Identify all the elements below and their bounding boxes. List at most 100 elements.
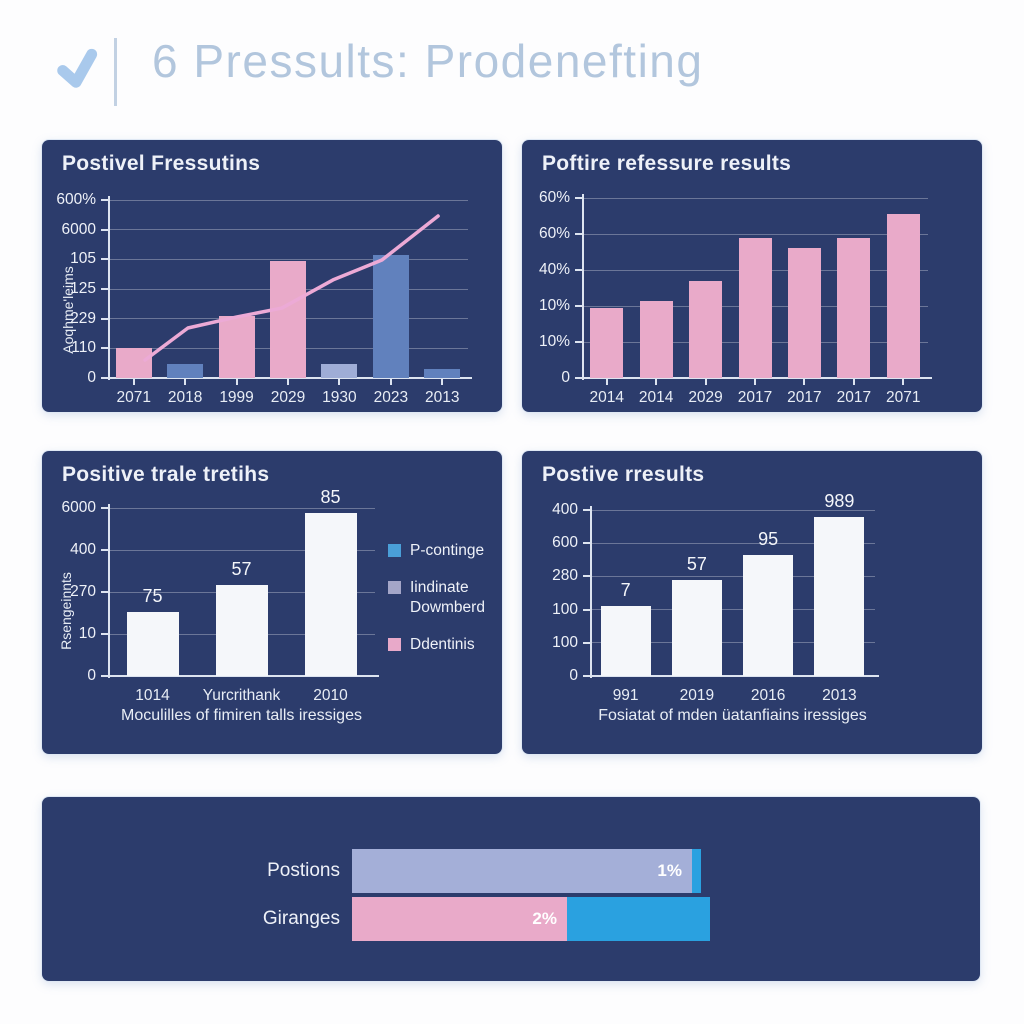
page-title: 6 Pressults: Prodenefting (152, 35, 704, 87)
legend-swatch (388, 638, 401, 652)
y-tick-mark (101, 549, 108, 551)
x-axis-line (580, 377, 932, 379)
panel-horizontal-bars: Postions 1% Giranges 2% (42, 797, 980, 981)
hbar-segment (692, 849, 701, 893)
legend-swatch (388, 544, 401, 557)
y-tick-mark (101, 258, 108, 261)
bar (167, 364, 204, 378)
legend-item: Ddentinis (388, 635, 506, 655)
y-tick-mark (583, 575, 590, 578)
x-tick-label: 2071 (886, 389, 921, 406)
x-tick-mark (441, 378, 444, 385)
x-tick-mark (754, 378, 756, 385)
y-tick-mark (101, 633, 108, 635)
bar-value-label: 95 (758, 529, 779, 549)
bar-value-label: 57 (231, 559, 252, 579)
hbar-segment (567, 897, 710, 941)
y-tick-mark (101, 377, 108, 379)
header-divider (114, 38, 117, 106)
bar (126, 612, 179, 676)
x-tick-label: 2023 (373, 389, 409, 406)
x-tick-mark (704, 378, 707, 385)
x-tick-label: 2013 (822, 687, 857, 704)
chart-title: Positive trale tretihs (62, 463, 270, 486)
x-tick-label: 2013 (425, 389, 460, 406)
y-tick-label: 0 (87, 667, 96, 684)
bar (689, 281, 723, 378)
panel-combo-chart: Postivel Fressutins Aoqhme'leims 600% 600… (42, 140, 502, 412)
hbar-row-label: Giranges (262, 908, 340, 929)
bar (115, 348, 152, 378)
y-tick-label: 6000 (61, 220, 96, 238)
bar (787, 248, 821, 378)
bar (671, 580, 722, 676)
x-tick-label: 2017 (737, 389, 773, 406)
y-axis-line (590, 506, 592, 678)
panel-bar-chart-pink: Poftire refessure results 60% 60% 40% 10% 10… (522, 140, 982, 412)
y-tick-label: 600 (552, 534, 578, 552)
y-tick-label: 100 (552, 633, 578, 651)
x-tick-mark (902, 378, 905, 385)
y-tick-label: 125 (70, 280, 96, 297)
chart-title: Postive rresults (542, 463, 705, 486)
bar (837, 238, 871, 378)
x-tick-label: 2014 (638, 389, 674, 406)
bar (218, 316, 255, 378)
y-tick-label: 105 (70, 250, 96, 268)
legend-item: Iindinate Dowmberd (388, 578, 506, 618)
bar (304, 513, 357, 676)
y-axis-line (108, 196, 110, 380)
hbar-segment (352, 897, 567, 941)
legend-label: Ddentinis (410, 636, 475, 654)
bar (372, 255, 409, 378)
gridline (590, 642, 875, 644)
x-tick-mark (235, 378, 238, 385)
x-tick-mark (132, 378, 135, 385)
bar (738, 238, 772, 378)
y-tick-label: 600% (56, 191, 96, 208)
y-tick-label: 10 (78, 625, 96, 642)
y-tick-mark (101, 317, 108, 320)
x-tick-mark (655, 378, 658, 385)
x-tick-label: Yurcrithank (202, 687, 281, 704)
gridline (108, 229, 468, 231)
x-tick-label: 2029 (270, 389, 306, 406)
x-tick-mark (184, 378, 187, 385)
x-axis-caption: Moculilles of fimiren talls iressiges (121, 707, 362, 724)
y-tick-mark (583, 608, 590, 611)
y-tick-label: 10% (538, 333, 570, 350)
x-tick-label: 1930 (322, 389, 357, 406)
y-axis-line (582, 194, 584, 380)
y-tick-mark (101, 591, 108, 593)
bar-value-label: 57 (686, 554, 707, 574)
y-tick-label: 110 (71, 339, 96, 357)
bar (600, 606, 651, 676)
gridline (108, 199, 468, 201)
x-tick-label: 2018 (167, 389, 203, 406)
y-tick-mark (583, 542, 590, 545)
gridline (108, 507, 375, 509)
bar-value-label: 989 (824, 491, 855, 511)
y-tick-label: 40% (538, 261, 570, 278)
y-tick-label: 60% (538, 225, 570, 242)
chart-legend: P-continge Iindinate Dowmberd Ddentinis (388, 541, 506, 656)
y-tick-label: 0 (569, 667, 578, 684)
legend-label: P-continge (410, 542, 485, 559)
gridline (590, 542, 875, 544)
y-tick-label: 0 (561, 369, 570, 386)
x-tick-mark (287, 378, 289, 385)
x-tick-mark (803, 378, 806, 385)
y-tick-mark (575, 269, 582, 271)
legend-item: P-continge (388, 541, 506, 561)
panel-bar-chart-white: Postive rresults Fosiatat of mden üatanf… (522, 451, 982, 754)
x-axis-line (106, 377, 472, 379)
hbar-value-label: 2% (532, 909, 557, 928)
x-tick-label: 1999 (219, 389, 254, 406)
y-tick-mark (583, 675, 590, 677)
y-tick-mark (575, 233, 582, 235)
x-tick-label: 991 (612, 687, 639, 704)
bar (424, 369, 461, 378)
bar (270, 261, 306, 378)
gridline (108, 258, 468, 260)
